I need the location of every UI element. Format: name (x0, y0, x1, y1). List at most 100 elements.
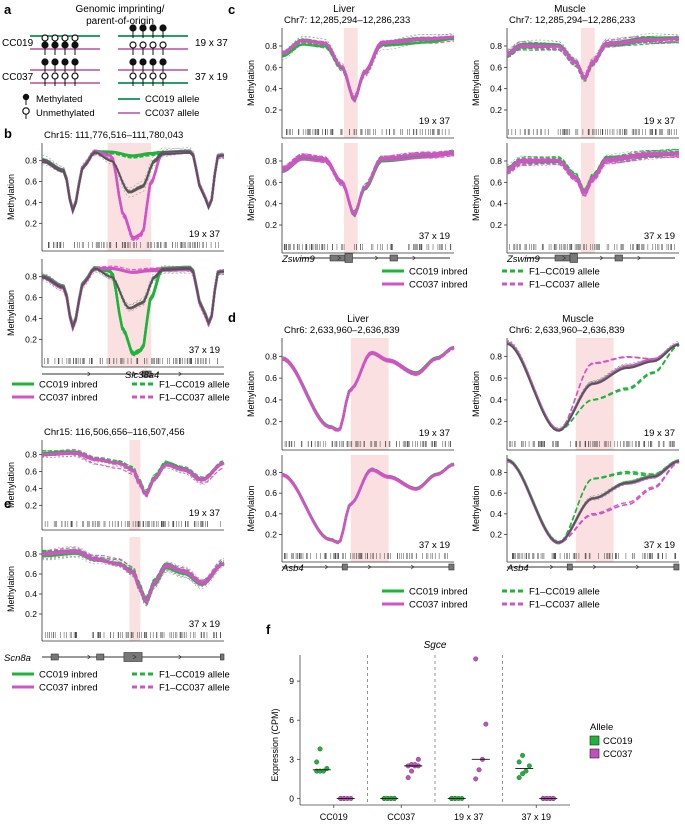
methylation-curve (41, 455, 225, 497)
legend-cc037-allele: CC037 allele (145, 108, 199, 119)
highlight-region (580, 28, 595, 138)
panel-letter-a: a (4, 2, 12, 17)
unmethylated-circle (159, 41, 167, 49)
y-tick-label: 0.8 (265, 156, 277, 166)
y-tick-label: 0.2 (490, 105, 502, 115)
data-point (415, 756, 421, 762)
exon (673, 563, 680, 571)
region-label: Chr7: 12,285,294–12,286,233 (509, 15, 635, 26)
exon (389, 254, 398, 262)
cross-label: 37 x 19 (644, 231, 675, 242)
tissue-label-liver: Liver (333, 4, 355, 15)
strand-arrow-icon (87, 371, 92, 377)
panel-d-liver-37x19: 0.8 0.6 0.4 0.2 Methylation 37 x 19 (246, 455, 455, 563)
panel-e-track-37x19: 0.8 0.6 0.4 0.2 Methylation 37 x 19 (6, 537, 225, 642)
unmethylated-circle (71, 34, 79, 42)
data-point (409, 768, 414, 774)
highlight-region (343, 28, 358, 138)
methylated-circle (149, 58, 157, 66)
panel-d-legend: CC019 inbred CC037 inbred F1–CC019 allele F… (382, 587, 600, 611)
panel-e-gene-track: Scn8a (4, 652, 225, 664)
highlight-region (580, 143, 595, 253)
data-point (483, 721, 489, 727)
cross-label-19x37: 19 x 37 (195, 38, 228, 49)
legend-swatch (589, 735, 600, 746)
legend-label: CC037 inbred (39, 683, 98, 694)
panel-b-track-37x19: 0.8 0.6 0.4 0.2 Methylation 37 x 19 (6, 259, 225, 368)
data-point (317, 746, 323, 752)
x-tick-label: CC037 (387, 812, 415, 822)
unmethylated-circle (149, 72, 157, 80)
y-tick-label: 0.4 (265, 395, 277, 405)
panel-d-gene-track-muscle: Asb4 (506, 563, 680, 574)
methylated-circle (61, 41, 69, 49)
strand-arrow-icon (374, 255, 379, 261)
cross-label-37x19: 37 x 19 (195, 72, 228, 83)
gene-label: Asb4 (281, 563, 304, 574)
strand-arrow-icon (178, 371, 183, 377)
data-point (516, 775, 522, 781)
methylated-circle (51, 41, 59, 49)
highlight-region (343, 143, 358, 253)
y-axis-label: Methylation (6, 462, 16, 508)
y-tick-label: 0.6 (265, 373, 277, 383)
strand-arrow-icon (637, 255, 642, 261)
region-label: Chr6: 2,633,960–2,636,839 (509, 325, 625, 336)
y-tick-label: 0.4 (490, 84, 502, 94)
unmethylated-circle (51, 34, 59, 42)
y-tick-label: 0.2 (25, 609, 37, 619)
y-tick-label: 0.8 (25, 450, 37, 460)
legend-label: F1–CC019 allele (159, 380, 230, 391)
methylated-circle (129, 24, 137, 32)
y-tick-label: 0.4 (265, 199, 277, 209)
legend-unmethylated: Unmethylated (36, 108, 95, 119)
data-point (314, 759, 320, 765)
y-tick-label: 0.8 (25, 549, 37, 559)
unmethylated-circle (71, 72, 79, 80)
y-tick-label: 0.4 (25, 313, 37, 323)
methylated-circle (159, 24, 167, 32)
methylation-curve (41, 455, 225, 496)
methylated-circle (139, 24, 147, 32)
panel-c-legend: CC019 inbred CC037 inbred F1–CC019 allele F… (382, 267, 600, 291)
unmethylated-circle (61, 72, 69, 80)
y-tick-label: 0.8 (490, 468, 502, 478)
legend-label: F1–CC037 allele (159, 683, 230, 694)
methylation-curve (41, 448, 225, 495)
y-tick-label: 0.4 (25, 483, 37, 493)
methylated-circle (159, 58, 167, 66)
methylation-curve (41, 151, 225, 214)
y-tick-label: 9 (289, 676, 294, 686)
unmethylated-circle (51, 72, 59, 80)
y-tick-label: 0.6 (490, 62, 502, 72)
legend-methylated: Methylated (36, 94, 82, 105)
methylated-circle (149, 24, 157, 32)
cross-label: 19 x 37 (419, 428, 450, 439)
legend-label: CC019 inbred (39, 380, 98, 391)
strand-arrow-icon (412, 255, 417, 261)
highlight-region (129, 537, 141, 641)
y-tick-label: 0.2 (25, 218, 37, 228)
unmethylated-circle (159, 72, 167, 80)
y-axis-label: Methylation (6, 566, 16, 612)
row-label-cc037: CC037 (2, 72, 34, 83)
y-tick-label: 0.6 (25, 293, 37, 303)
x-tick-label: 37 x 19 (521, 812, 551, 822)
methylated-circle (139, 58, 147, 66)
chart-title: Sgce (424, 640, 447, 651)
strand-arrow-icon (562, 255, 567, 261)
legend-label: CC037 inbred (409, 280, 468, 291)
methylation-curve (281, 463, 455, 545)
y-axis-label: Methylation (6, 174, 16, 220)
legend-label: CC037 inbred (39, 393, 98, 404)
y-tick-label: 0.4 (490, 395, 502, 405)
methylated-circle (41, 58, 49, 66)
region-label: Chr6: 2,633,960–2,636,839 (284, 325, 400, 336)
row-label-cc019: CC019 (2, 38, 34, 49)
x-tick-label: 19 x 37 (454, 812, 484, 822)
exon (220, 653, 225, 661)
strand-arrow-icon (132, 371, 137, 377)
exon (50, 653, 59, 661)
y-tick-label: 0 (289, 793, 294, 803)
